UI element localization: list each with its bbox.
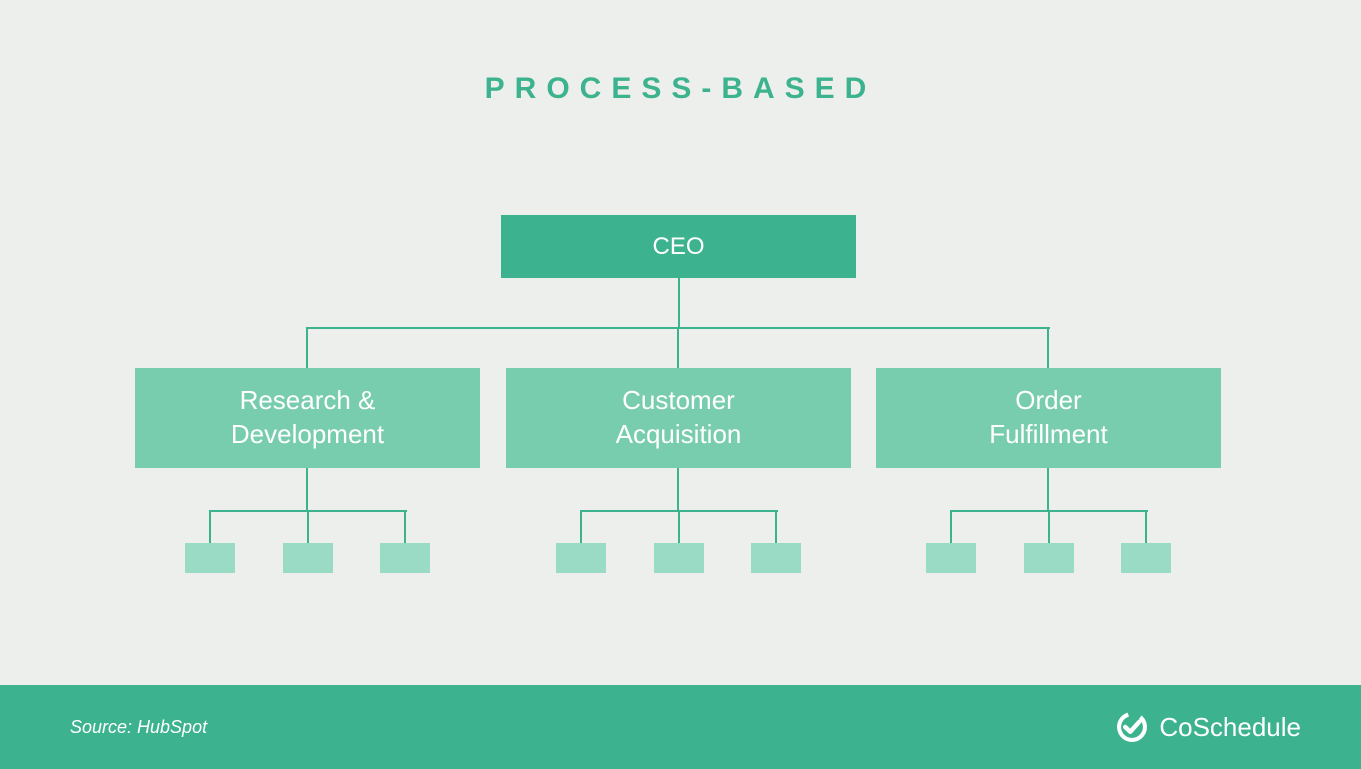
connector-vertical [950, 510, 952, 543]
node-leaf [751, 543, 801, 573]
coschedule-icon [1115, 710, 1149, 744]
connector-vertical [1048, 510, 1050, 543]
connector-vertical [1047, 468, 1049, 510]
connector-vertical [404, 510, 406, 543]
source-attribution: Source: HubSpot [70, 717, 207, 738]
connector-vertical [1145, 510, 1147, 543]
brand-name: CoSchedule [1159, 712, 1301, 743]
connector-vertical [209, 510, 211, 543]
connector-vertical [775, 510, 777, 543]
node-level2-label: Order Fulfillment [989, 384, 1107, 452]
node-leaf [185, 543, 235, 573]
connector-vertical [307, 510, 309, 543]
connector-vertical [306, 468, 308, 510]
node-level2-label: Customer Acquisition [616, 384, 742, 452]
diagram-title: PROCESS-BASED [0, 72, 1361, 106]
diagram-canvas: PROCESS-BASED CEO Research & Development… [0, 0, 1361, 769]
node-leaf [926, 543, 976, 573]
connector-vertical [306, 327, 308, 368]
node-leaf [283, 543, 333, 573]
node-ceo: CEO [501, 215, 856, 278]
connector-vertical [678, 510, 680, 543]
node-leaf [1024, 543, 1074, 573]
connector-vertical [677, 468, 679, 510]
connector-vertical [580, 510, 582, 543]
node-level2: Research & Development [135, 368, 480, 468]
node-leaf [1121, 543, 1171, 573]
node-level2: Customer Acquisition [506, 368, 851, 468]
brand-logo: CoSchedule [1115, 710, 1301, 744]
node-leaf [380, 543, 430, 573]
footer-bar: Source: HubSpot CoSchedule [0, 685, 1361, 769]
connector-vertical [677, 327, 679, 368]
node-ceo-label: CEO [652, 231, 704, 262]
node-leaf [556, 543, 606, 573]
connector-vertical [1047, 327, 1049, 368]
node-level2: Order Fulfillment [876, 368, 1221, 468]
node-leaf [654, 543, 704, 573]
connector-root-drop [678, 278, 680, 327]
node-level2-label: Research & Development [231, 384, 384, 452]
